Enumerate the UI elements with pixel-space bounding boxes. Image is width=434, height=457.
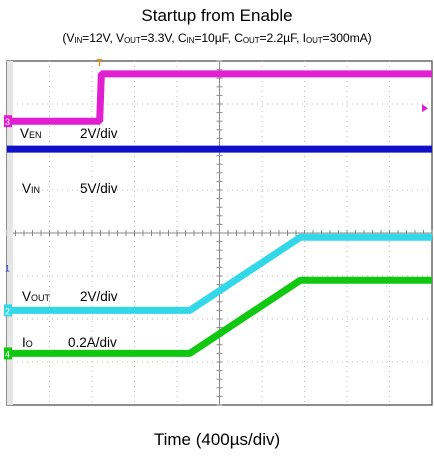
- scale-v-out: 2V/div: [80, 289, 118, 304]
- right-level-marker: [422, 104, 428, 113]
- trace-labels: VEN 2V/div VIN 5V/div VOUT 2V/div IO 0.2A/div: [20, 126, 118, 350]
- condition-4: IOUT=300mA): [302, 31, 372, 45]
- condition-0: VIN=12V,: [66, 31, 117, 45]
- x-axis-label: Time (400µs/div): [153, 430, 281, 449]
- trigger-marker: T: [97, 58, 103, 69]
- channel-number-3: 3: [5, 117, 10, 127]
- marker-strip: [7, 61, 13, 405]
- channel-number-1: 1: [5, 263, 10, 273]
- chart-title: Startup from Enable: [141, 6, 293, 25]
- trace-v-out: [7, 233, 432, 314]
- traces: [7, 70, 432, 357]
- channel-marker-2: [4, 304, 12, 317]
- scale-v-in: 5V/div: [80, 181, 118, 196]
- condition-2: CIN=10µF,: [177, 31, 235, 45]
- label-v-out: VOUT: [22, 289, 51, 304]
- channel-number-4: 4: [5, 349, 10, 359]
- scale-i-o: 0.2A/div: [68, 335, 117, 350]
- trace-i-o: [7, 276, 432, 357]
- label-i-o: IO: [22, 335, 33, 350]
- label-v-en: VEN: [20, 126, 42, 141]
- channel-number-2: 2: [5, 306, 10, 316]
- scale-v-en: 2V/div: [80, 126, 118, 141]
- channel-markers: 3 2 4 1 T: [4, 58, 428, 360]
- chart-subtitle: (VIN=12V, VOUT=3.3V, CIN=10µF, COUT=2.2µ…: [62, 31, 372, 45]
- channel-marker-3: [4, 115, 12, 128]
- trace-v-en: [7, 70, 432, 125]
- channel-marker-4: [4, 347, 12, 360]
- condition-3: COUT=2.2µF,: [234, 31, 303, 45]
- label-v-in: VIN: [22, 181, 40, 196]
- condition-1: VOUT=3.3V,: [116, 31, 178, 45]
